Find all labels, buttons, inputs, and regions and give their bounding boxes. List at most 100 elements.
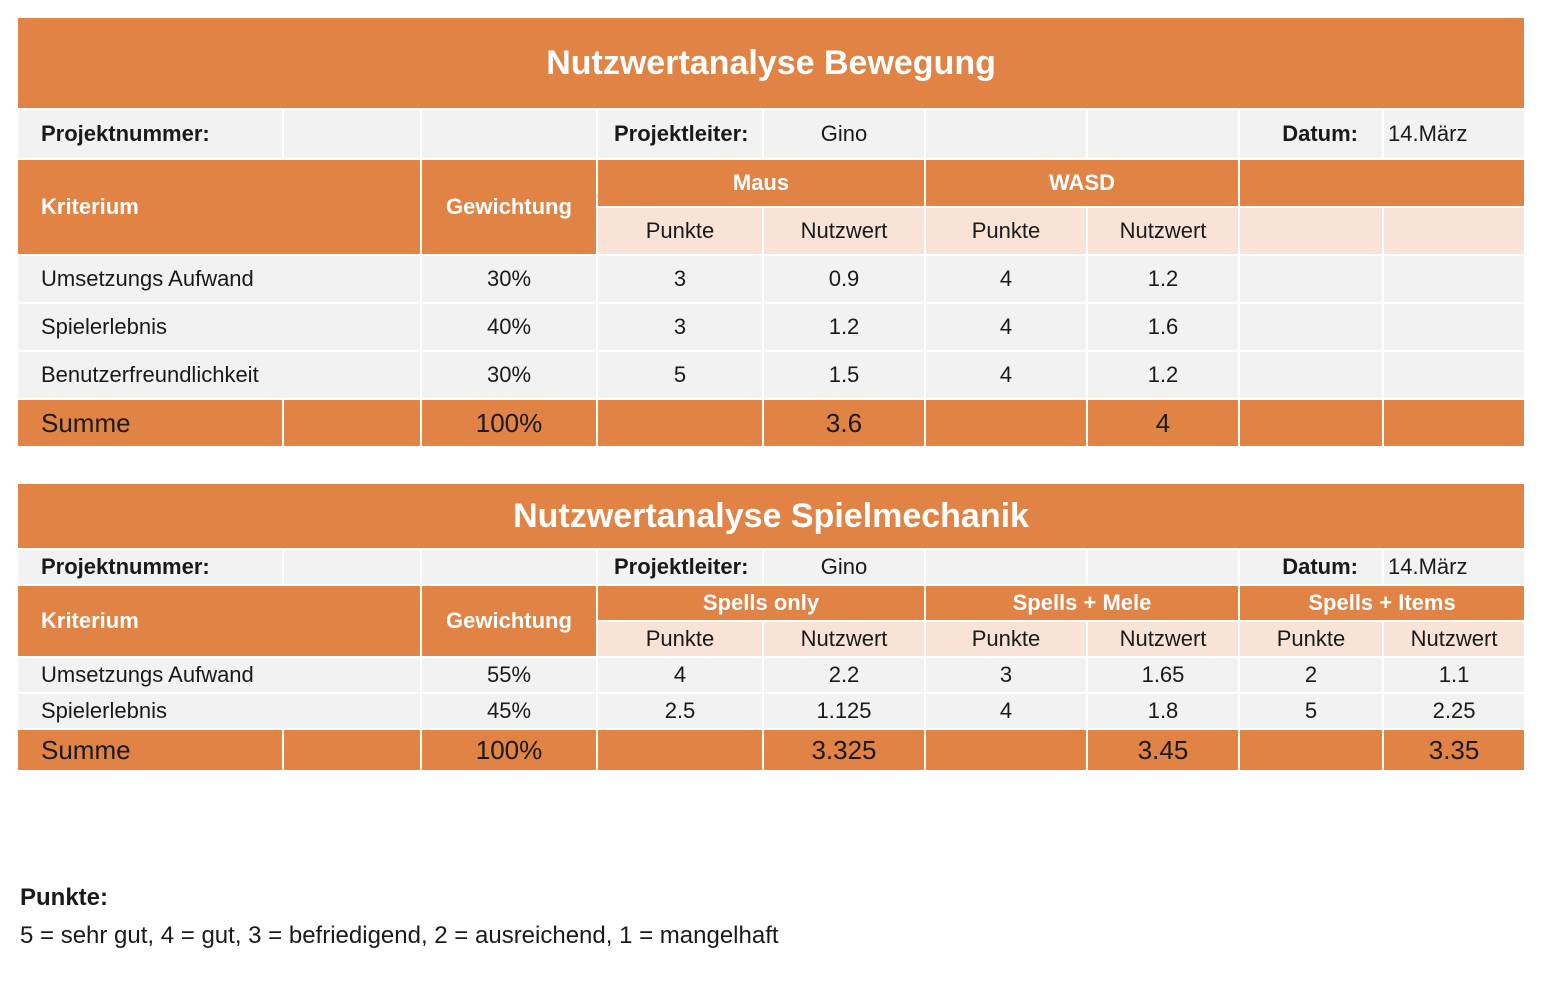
datum-value[interactable]: 14.März — [1381, 548, 1527, 586]
datum-value[interactable]: 14.März — [1381, 108, 1527, 160]
empty-cell[interactable] — [924, 398, 1088, 448]
kriterium-header: Kriterium — [16, 158, 422, 256]
empty-cell[interactable] — [596, 728, 764, 772]
option-header-empty — [1237, 158, 1527, 208]
nutzwert-subheader: Nutzwert — [762, 206, 926, 256]
punkte-cell[interactable]: 2 — [1238, 656, 1384, 694]
empty-cell[interactable] — [1086, 108, 1240, 160]
summe-row: Summe 100% 3.325 3.45 3.35 — [16, 728, 1527, 772]
punkte-subheader: Punkte — [596, 620, 764, 658]
nutzwert-cell[interactable]: 1.2 — [1086, 254, 1240, 304]
empty-cell[interactable] — [596, 398, 764, 448]
punkte-cell[interactable]: 3 — [596, 254, 764, 304]
projektnummer-value[interactable] — [282, 108, 422, 160]
kriterium-cell[interactable]: Benutzerfreundlichkeit — [16, 350, 422, 400]
gewichtung-cell[interactable]: 45% — [420, 692, 598, 730]
option-header-spells-items: Spells + Items — [1237, 584, 1527, 622]
kriterium-header: Kriterium — [16, 584, 422, 658]
summe-row: Summe 100% 3.6 4 — [16, 398, 1527, 448]
punkte-subheader: Punkte — [1238, 620, 1384, 658]
empty-cell[interactable] — [1238, 254, 1384, 304]
option-header-spells-only: Spells only — [596, 584, 926, 622]
nutzwert-cell[interactable]: 1.5 — [762, 350, 926, 400]
nutzwert-cell[interactable]: 1.1 — [1381, 656, 1527, 694]
empty-cell[interactable] — [1381, 254, 1527, 304]
kriterium-cell[interactable]: Umsetzungs Aufwand — [16, 656, 422, 694]
summe-nutzwert[interactable]: 4 — [1086, 398, 1240, 448]
empty-cell[interactable] — [282, 728, 422, 772]
empty-cell[interactable] — [924, 728, 1088, 772]
empty-cell[interactable] — [1381, 350, 1527, 400]
empty-cell[interactable] — [1238, 728, 1384, 772]
projektleiter-value[interactable]: Gino — [762, 108, 926, 160]
table-title: Nutzwertanalyse Bewegung — [15, 16, 1527, 110]
table-row: Umsetzungs Aufwand 55% 4 2.2 3 1.65 2 1.… — [16, 656, 1527, 694]
projektnummer-value[interactable] — [282, 548, 422, 586]
empty-cell[interactable] — [1381, 302, 1527, 352]
empty-cell[interactable] — [420, 108, 598, 160]
table-row: Spielerlebnis 40% 3 1.2 4 1.6 — [16, 302, 1527, 352]
summe-nutzwert[interactable]: 3.35 — [1381, 728, 1527, 772]
nutzwert-cell[interactable]: 1.125 — [762, 692, 926, 730]
legend-title: Punkte: — [20, 884, 109, 911]
nutzwert-subheader: Nutzwert — [1086, 620, 1240, 658]
nutzwert-cell[interactable]: 1.6 — [1086, 302, 1240, 352]
punkte-cell[interactable]: 3 — [924, 656, 1088, 694]
gewichtung-header: Gewichtung — [420, 584, 598, 658]
kriterium-cell[interactable]: Spielerlebnis — [16, 302, 422, 352]
empty-cell[interactable] — [1381, 398, 1527, 448]
empty-cell[interactable] — [282, 398, 422, 448]
punkte-cell[interactable]: 2.5 — [596, 692, 764, 730]
empty-cell[interactable] — [1238, 350, 1384, 400]
nutzwert-subheader: Nutzwert — [1086, 206, 1240, 256]
projektnummer-label: Projektnummer: — [16, 108, 284, 160]
nutzwert-cell[interactable]: 2.2 — [762, 656, 926, 694]
table-row: Umsetzungs Aufwand 30% 3 0.9 4 1.2 — [16, 254, 1527, 304]
empty-subheader — [1381, 206, 1527, 256]
projektleiter-value[interactable]: Gino — [762, 548, 926, 586]
empty-cell[interactable] — [1086, 548, 1240, 586]
nutzwert-cell[interactable]: 1.65 — [1086, 656, 1240, 694]
punkte-cell[interactable]: 4 — [924, 692, 1088, 730]
nutzwert-cell[interactable]: 1.2 — [762, 302, 926, 352]
gewichtung-cell[interactable]: 30% — [420, 254, 598, 304]
nutzwert-cell[interactable]: 1.2 — [1086, 350, 1240, 400]
option-header-maus: Maus — [596, 158, 926, 208]
nutzwert-cell[interactable]: 0.9 — [762, 254, 926, 304]
kriterium-cell[interactable]: Spielerlebnis — [16, 692, 422, 730]
summe-nutzwert[interactable]: 3.6 — [762, 398, 926, 448]
option-header-wasd: WASD — [924, 158, 1240, 208]
gewichtung-cell[interactable]: 30% — [420, 350, 598, 400]
empty-subheader — [1238, 206, 1384, 256]
table-bewegung: Nutzwertanalyse Bewegung Projektnummer: … — [15, 16, 1527, 448]
punkte-cell[interactable]: 4 — [924, 350, 1088, 400]
datum-label: Datum: — [1238, 548, 1384, 586]
summe-gewichtung[interactable]: 100% — [420, 728, 598, 772]
summe-nutzwert[interactable]: 3.45 — [1086, 728, 1240, 772]
summe-nutzwert[interactable]: 3.325 — [762, 728, 926, 772]
kriterium-cell[interactable]: Umsetzungs Aufwand — [16, 254, 422, 304]
projektleiter-label: Projektleiter: — [596, 548, 764, 586]
projektnummer-label: Projektnummer: — [16, 548, 284, 586]
empty-cell[interactable] — [924, 108, 1088, 160]
punkte-cell[interactable]: 4 — [596, 656, 764, 694]
empty-cell[interactable] — [1238, 302, 1384, 352]
punkte-cell[interactable]: 4 — [924, 302, 1088, 352]
table-spielmechanik: Nutzwertanalyse Spielmechanik Projektnum… — [15, 482, 1527, 772]
legend-text: 5 = sehr gut, 4 = gut, 3 = befriedigend,… — [20, 922, 779, 949]
punkte-cell[interactable]: 5 — [596, 350, 764, 400]
nutzwert-cell[interactable]: 1.8 — [1086, 692, 1240, 730]
table-row: Spielerlebnis 45% 2.5 1.125 4 1.8 5 2.25 — [16, 692, 1527, 730]
gewichtung-cell[interactable]: 40% — [420, 302, 598, 352]
punkte-cell[interactable]: 4 — [924, 254, 1088, 304]
summe-label: Summe — [16, 398, 284, 448]
gewichtung-cell[interactable]: 55% — [420, 656, 598, 694]
empty-cell[interactable] — [1238, 398, 1384, 448]
punkte-cell[interactable]: 5 — [1238, 692, 1384, 730]
empty-cell[interactable] — [924, 548, 1088, 586]
summe-gewichtung[interactable]: 100% — [420, 398, 598, 448]
nutzwert-cell[interactable]: 2.25 — [1381, 692, 1527, 730]
empty-cell[interactable] — [420, 548, 598, 586]
datum-label: Datum: — [1238, 108, 1384, 160]
punkte-cell[interactable]: 3 — [596, 302, 764, 352]
